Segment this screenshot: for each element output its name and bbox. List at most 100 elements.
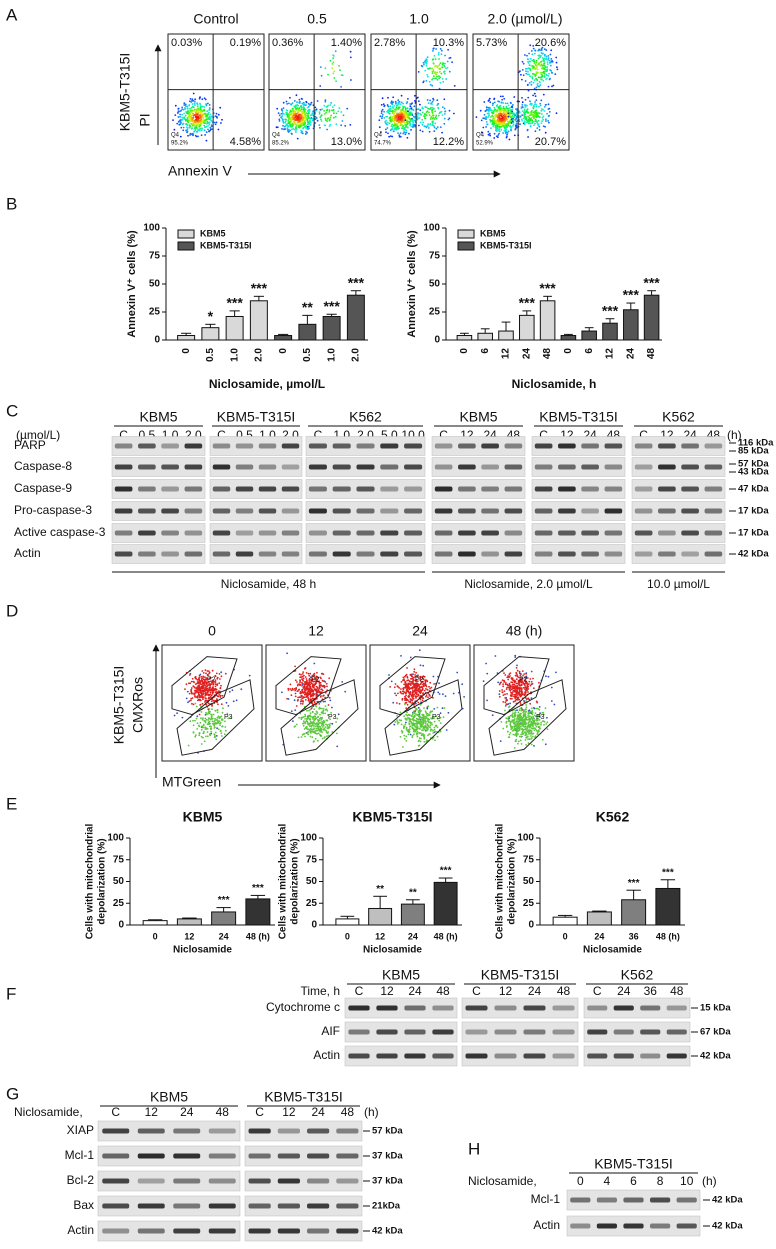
- event-dot: [190, 700, 192, 702]
- event-dot: [504, 690, 506, 692]
- event-dot: [417, 112, 419, 114]
- event-dot: [210, 113, 212, 115]
- event-dot: [425, 729, 427, 731]
- event-dot: [495, 655, 497, 657]
- event-dot: [301, 698, 303, 700]
- event-dot: [433, 75, 435, 77]
- event-dot: [278, 112, 280, 114]
- event-dot: [201, 693, 203, 695]
- event-dot: [222, 707, 224, 709]
- quadrant-percent: 85.2%: [272, 141, 290, 147]
- event-dot: [304, 117, 306, 119]
- event-dot: [502, 125, 504, 127]
- event-dot: [302, 680, 304, 682]
- event-dot: [303, 104, 305, 106]
- event-dot: [300, 105, 302, 107]
- event-dot: [292, 102, 294, 104]
- event-dot: [328, 704, 330, 706]
- event-dot: [422, 688, 424, 690]
- event-dot: [315, 730, 317, 732]
- event-dot: [298, 121, 300, 123]
- event-dot: [298, 110, 300, 112]
- event-dot: [207, 713, 209, 715]
- event-dot: [408, 714, 410, 716]
- event-dot: [419, 728, 421, 730]
- event-dot: [524, 731, 526, 733]
- event-dot: [205, 126, 207, 128]
- event-dot: [185, 115, 187, 117]
- event-dot: [197, 722, 199, 724]
- event-dot: [540, 110, 542, 112]
- event-dot: [505, 118, 507, 120]
- event-dot: [388, 136, 390, 138]
- event-dot: [381, 104, 383, 106]
- event-dot: [389, 105, 391, 107]
- event-dot: [544, 126, 546, 128]
- event-dot: [201, 122, 203, 124]
- event-dot: [193, 93, 195, 95]
- event-dot: [201, 729, 203, 731]
- event-dot: [201, 98, 203, 100]
- event-dot: [387, 132, 389, 134]
- event-dot: [429, 67, 431, 69]
- event-dot: [393, 131, 395, 133]
- event-dot: [315, 732, 317, 734]
- event-dot: [201, 670, 203, 672]
- event-dot: [419, 745, 421, 747]
- event-dot: [331, 67, 333, 69]
- event-dot: [401, 120, 403, 122]
- event-dot: [420, 710, 422, 712]
- quadrant-percent: 0.03%: [171, 37, 202, 49]
- event-dot: [342, 120, 344, 122]
- event-dot: [406, 702, 408, 704]
- event-dot: [433, 63, 435, 65]
- event-dot: [435, 65, 437, 67]
- event-dot: [204, 113, 206, 115]
- event-dot: [447, 49, 449, 51]
- event-dot: [187, 118, 189, 120]
- event-dot: [516, 127, 518, 129]
- event-dot: [424, 60, 426, 62]
- event-dot: [212, 670, 214, 672]
- event-dot: [494, 102, 496, 104]
- event-dot: [207, 723, 209, 725]
- event-dot: [207, 114, 209, 116]
- event-dot: [387, 122, 389, 124]
- event-dot: [418, 100, 420, 102]
- event-dot: [435, 725, 437, 727]
- event-dot: [299, 676, 301, 678]
- event-dot: [490, 127, 492, 129]
- event-dot: [419, 649, 421, 651]
- event-dot: [530, 114, 532, 116]
- event-dot: [519, 112, 521, 114]
- event-dot: [416, 723, 418, 725]
- event-dot: [201, 680, 203, 682]
- event-dot: [391, 102, 393, 104]
- event-dot: [194, 121, 196, 123]
- event-dot: [423, 735, 425, 737]
- event-dot: [453, 113, 455, 115]
- event-dot: [329, 697, 331, 699]
- event-dot: [434, 727, 436, 729]
- plot-frame: [474, 645, 574, 761]
- event-dot: [525, 721, 527, 723]
- event-dot: [536, 72, 538, 74]
- event-dot: [340, 124, 342, 126]
- event-dot: [282, 119, 284, 121]
- event-dot: [424, 116, 426, 118]
- event-dot: [444, 70, 446, 72]
- event-dot: [428, 721, 430, 723]
- event-dot: [183, 104, 185, 106]
- event-dot: [314, 713, 316, 715]
- event-dot: [332, 73, 334, 75]
- quadrant-percent: 20.7%: [535, 136, 566, 148]
- event-dot: [309, 691, 311, 693]
- event-dot: [303, 675, 305, 677]
- event-dot: [416, 732, 418, 734]
- event-dot: [406, 117, 408, 119]
- event-dot: [403, 683, 405, 685]
- event-dot: [501, 102, 503, 104]
- event-dot: [178, 116, 180, 118]
- event-dot: [536, 121, 538, 123]
- event-dot: [198, 130, 200, 132]
